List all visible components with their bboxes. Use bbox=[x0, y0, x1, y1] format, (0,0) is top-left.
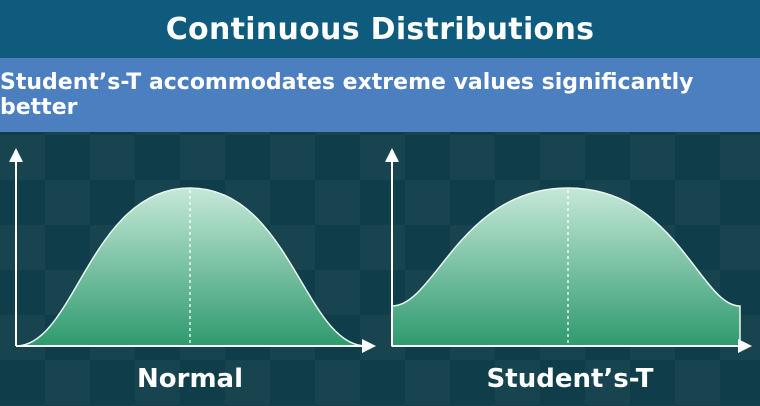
title-bar: Continuous Distributions bbox=[0, 0, 760, 58]
student-t-chart-svg bbox=[385, 148, 752, 353]
student-t-y-axis-arrow bbox=[385, 148, 399, 162]
student-t-chart: Student’s-T bbox=[380, 140, 760, 406]
slide-subtitle: Student’s-T accommodates extreme values … bbox=[0, 70, 694, 120]
student-t-x-axis-arrow bbox=[738, 339, 752, 353]
normal-curve-area bbox=[15, 187, 367, 347]
student-t-curve-area bbox=[391, 187, 741, 347]
student-t-label: Student’s-T bbox=[486, 364, 654, 394]
subtitle-bar: Student’s-T accommodates extreme values … bbox=[0, 58, 760, 132]
normal-label: Normal bbox=[137, 364, 243, 394]
normal-x-axis-arrow bbox=[362, 339, 376, 353]
normal-y-axis-arrow bbox=[9, 148, 23, 162]
normal-chart: Normal bbox=[0, 140, 380, 406]
slide-title: Continuous Distributions bbox=[165, 11, 595, 47]
normal-chart-svg bbox=[9, 148, 376, 353]
